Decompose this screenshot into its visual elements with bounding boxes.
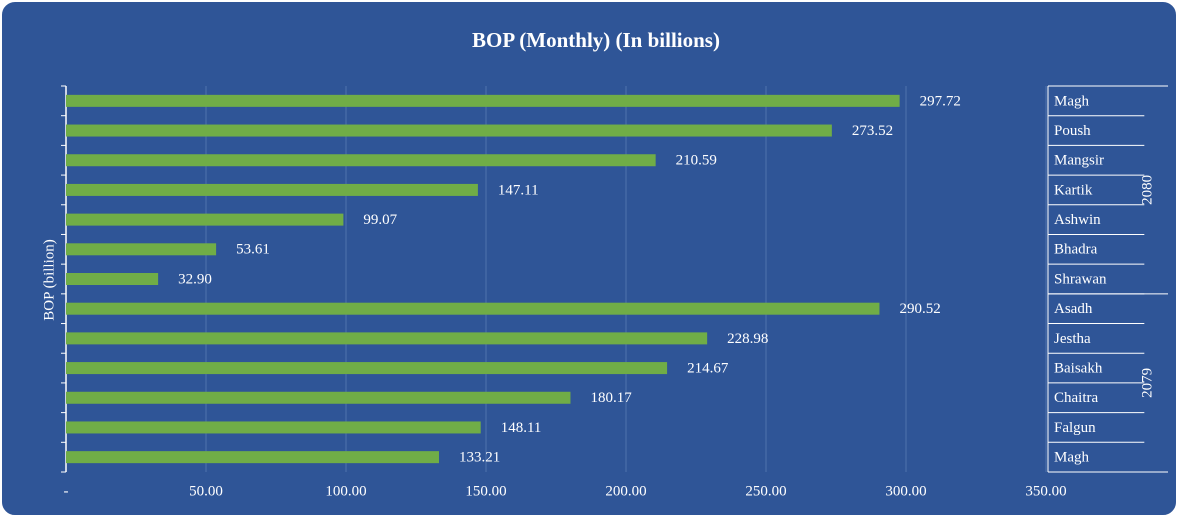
category-label: Falgun: [1054, 420, 1096, 436]
category-label: Magh: [1054, 93, 1089, 109]
data-label: 99.07: [363, 212, 397, 228]
x-tick-label: -: [64, 483, 69, 499]
bar: [66, 332, 708, 345]
x-tick-label: 250.00: [745, 483, 786, 499]
x-tick-label: 200.00: [605, 483, 646, 499]
category-label: Shrawan: [1054, 271, 1107, 287]
data-label: 290.52: [899, 301, 940, 317]
bar: [66, 94, 900, 107]
bar: [66, 391, 571, 404]
data-label: 297.72: [920, 93, 961, 109]
y-axis-label: BOP (billion): [41, 239, 57, 321]
category-label: Chaitra: [1054, 390, 1098, 406]
category-label: Asadh: [1054, 301, 1093, 317]
group-label: 2079: [1139, 368, 1155, 398]
data-label: 180.17: [590, 390, 632, 406]
category-label: Kartik: [1054, 182, 1093, 198]
x-tick-label: 150.00: [465, 483, 506, 499]
bar: [66, 243, 217, 256]
bar: [66, 302, 880, 315]
bar: [66, 183, 478, 196]
data-label: 147.11: [498, 182, 539, 198]
bar: [66, 154, 656, 167]
category-label: Baisakh: [1054, 361, 1103, 377]
bar: [66, 124, 832, 137]
x-tick-label: 300.00: [885, 483, 926, 499]
group-label: 2080: [1139, 175, 1155, 205]
category-label: Bhadra: [1054, 242, 1098, 258]
category-label: Jestha: [1054, 331, 1091, 347]
data-label: 228.98: [727, 331, 768, 347]
x-tick-label: 100.00: [325, 483, 366, 499]
x-tick-label: 50.00: [189, 483, 223, 499]
x-tick-label: 350.00: [1025, 483, 1066, 499]
bar: [66, 273, 159, 285]
data-label: 133.21: [459, 450, 500, 466]
category-label: Magh: [1054, 450, 1089, 466]
bar: [66, 421, 481, 434]
category-label: Ashwin: [1054, 212, 1101, 228]
data-label: 210.59: [676, 153, 717, 169]
category-label: Mangsir: [1054, 153, 1104, 169]
data-label: 148.11: [501, 420, 542, 436]
data-label: 273.52: [852, 123, 893, 139]
bar: [66, 362, 668, 375]
data-label: 32.90: [178, 271, 212, 287]
chart-title: BOP (Monthly) (In billions): [472, 28, 720, 52]
data-label: 214.67: [687, 361, 729, 377]
bar: [66, 213, 344, 226]
bar: [66, 451, 439, 464]
category-label: Poush: [1054, 123, 1091, 139]
data-label: 53.61: [236, 242, 270, 258]
